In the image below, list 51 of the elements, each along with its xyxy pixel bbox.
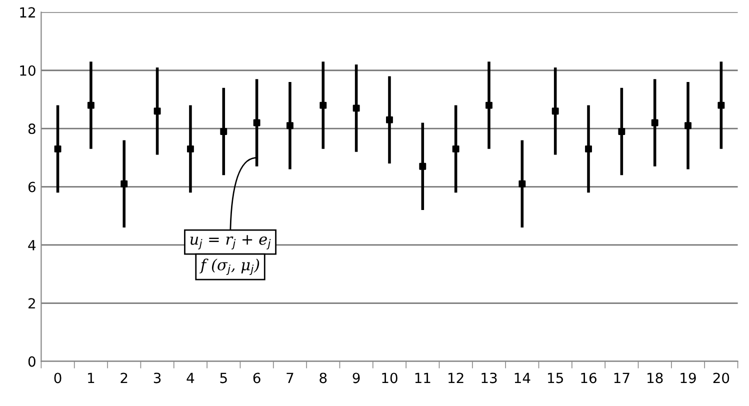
y-tick-label: 2 [28, 298, 35, 308]
point [120, 180, 128, 188]
x-tick-label: 16 [581, 372, 596, 384]
x-tick-label: 18 [648, 372, 663, 384]
point [352, 104, 360, 112]
x-tick-label: 2 [120, 372, 128, 384]
point [253, 119, 260, 126]
point [585, 145, 592, 152]
x-tick-label: 17 [614, 372, 630, 384]
x-tick-label: 14 [514, 372, 530, 384]
x-tick-label: 1 [88, 372, 94, 384]
y-tick-label: 4 [28, 240, 36, 250]
point [386, 116, 393, 124]
point [320, 102, 327, 109]
point [618, 128, 626, 135]
x-tick-label: 9 [352, 372, 360, 384]
annotation: u$_{j}$ = r$_{j}$ + e$_{j}$ [190, 235, 271, 250]
point [186, 145, 194, 152]
x-tick-label: 19 [680, 372, 696, 384]
annotation: f (σ$_{j}$, μ$_{j}$) [200, 258, 260, 275]
point [518, 180, 526, 188]
x-tick-label: 0 [54, 372, 62, 384]
x-tick-label: 4 [186, 372, 194, 384]
x-tick-label: 11 [415, 372, 430, 384]
point [552, 108, 559, 115]
x-tick-label: 20 [713, 372, 730, 384]
point [286, 122, 294, 130]
x-tick-label: 15 [548, 372, 563, 384]
point [651, 119, 658, 126]
point [718, 102, 725, 109]
point [87, 102, 94, 109]
point [452, 145, 460, 152]
y-tick-label: 6 [28, 182, 36, 192]
x-tick-label: 5 [220, 372, 227, 384]
x-tick-label: 8 [320, 372, 327, 384]
point [684, 122, 692, 130]
y-tick-label: 12 [20, 7, 35, 18]
x-tick-label: 7 [286, 372, 294, 384]
x-tick-label: 13 [482, 372, 497, 384]
point [220, 128, 228, 135]
x-tick-label: 3 [154, 372, 161, 384]
point [419, 162, 426, 170]
x-tick-label: 6 [253, 372, 260, 384]
x-tick-label: 12 [448, 372, 464, 384]
y-tick-label: 0 [28, 356, 36, 367]
point [486, 102, 492, 109]
point [54, 145, 62, 152]
point [154, 108, 161, 115]
y-tick-label: 8 [28, 124, 36, 134]
y-tick-label: 10 [20, 65, 36, 76]
x-tick-label: 10 [382, 372, 398, 384]
